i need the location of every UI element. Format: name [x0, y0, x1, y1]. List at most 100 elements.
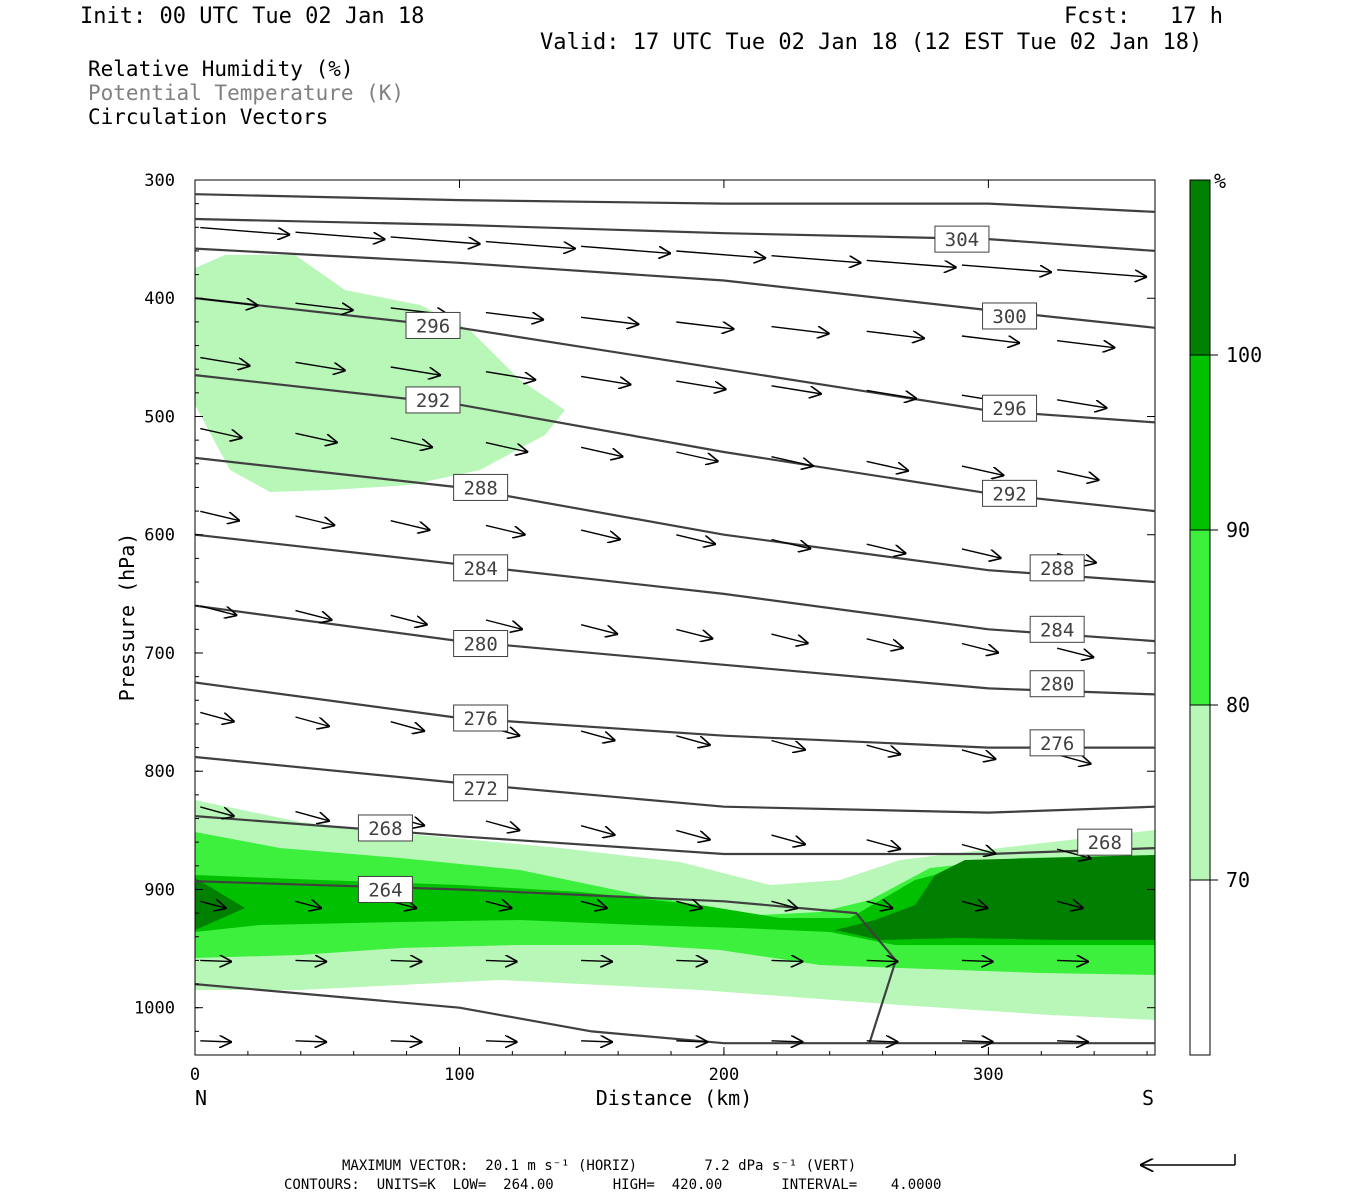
x-tick-label: 200: [709, 1065, 740, 1085]
vector-arrow: [580, 529, 621, 540]
vector-arrow: [580, 825, 615, 836]
vector-arrow: [390, 614, 428, 625]
y-tick-label: 500: [144, 407, 175, 427]
vector-arrow: [485, 441, 528, 453]
circulation-vectors: [200, 226, 1147, 1042]
vector-arrow: [1056, 470, 1099, 480]
colorbar: 100 90 80 70%: [1189, 169, 1262, 1056]
vector-arrow: [676, 628, 713, 638]
contour-labels: 304 300 296 296 292 292 288 288 284 284 280 280 276 2…: [357, 225, 1133, 903]
vector-arrow: [580, 446, 623, 457]
vector-arrow: [771, 834, 806, 845]
colorbar-unit: %: [1214, 169, 1226, 193]
vector-arrow: [1056, 647, 1094, 657]
vector-arrow: [1056, 399, 1107, 408]
y-tick-label: 1000: [134, 999, 175, 1019]
colorbar-segment: [1189, 704, 1211, 881]
vector-arrow: [866, 901, 894, 908]
isentrope-276: [195, 681, 1155, 749]
isentrope-280: [195, 604, 1155, 696]
vector-arrow: [676, 1041, 708, 1042]
contour-label-box: [1029, 554, 1085, 582]
rh-70-upper-region: [195, 255, 565, 492]
vector-arrow: [771, 325, 830, 334]
contour-label-box: [357, 814, 413, 842]
vector-arrow: [580, 375, 631, 384]
vector-arrow: [295, 901, 322, 908]
vector-arrow: [200, 1041, 232, 1042]
isentrope-272: [195, 755, 1155, 814]
vector-arrow: [295, 302, 354, 310]
vector-arrow: [1056, 901, 1084, 908]
vector-arrow: [390, 1041, 423, 1042]
y-tick-label: 900: [144, 880, 175, 900]
vector-arrow: [676, 451, 718, 462]
vector-arrow: [676, 534, 716, 545]
isentrope-304: [195, 193, 1155, 213]
y-tick-label: 400: [144, 289, 175, 309]
colorbar-label: 70: [1226, 868, 1250, 892]
vector-arrow: [676, 829, 710, 840]
contour-label-box: [405, 386, 461, 414]
vector-arrow: [295, 960, 328, 961]
legend-vectors: Circulation Vectors: [88, 105, 329, 129]
vector-arrow: [961, 465, 1004, 476]
x-axis-label: Distance (km): [596, 1086, 753, 1110]
contour-label: 288: [1040, 558, 1074, 580]
vector-arrow: [390, 437, 433, 447]
vector-arrow: [961, 960, 994, 961]
vector-arrow: [580, 624, 618, 635]
vector-arrow: [771, 385, 822, 394]
vector-arrow: [485, 311, 544, 320]
vector-arrow: [961, 548, 1002, 558]
vector-arrow: [485, 371, 536, 380]
forecast-hour: Fcst: 17 h: [1064, 4, 1223, 29]
vector-arrow: [581, 245, 671, 253]
vector-arrow: [866, 744, 901, 754]
vector-arrow: [771, 901, 799, 908]
contour-label: 280: [1040, 674, 1074, 696]
contour-label: 276: [463, 708, 497, 730]
vector-arrow: [580, 901, 608, 908]
vector-arrow: [676, 735, 710, 746]
vector-arrow: [866, 839, 901, 849]
vector-arrow: [581, 316, 639, 324]
vector-arrow: [390, 721, 425, 732]
contour-info: CONTOURS: UNITS=K LOW= 264.00 HIGH= 420.…: [284, 1177, 942, 1193]
vector-arrow: [771, 960, 804, 961]
contour-label: 268: [368, 818, 402, 840]
contour-label: 268: [1088, 832, 1122, 854]
y-tick-label: 700: [144, 644, 175, 664]
contour-label-box: [453, 473, 509, 501]
reference-vector: [1140, 1154, 1236, 1165]
contour-label-box: [453, 774, 509, 802]
vector-arrow: [200, 226, 290, 235]
contour-label: 296: [416, 315, 450, 337]
vector-arrow: [771, 633, 809, 643]
y-axis-label: Pressure (hPa): [115, 533, 139, 702]
vector-arrow: [676, 321, 734, 329]
vector-arrow: [961, 642, 999, 653]
rh-shading: [195, 255, 1155, 1020]
vector-arrow: [200, 711, 234, 721]
colorbar-label: 90: [1226, 518, 1250, 542]
vector-arrow: [580, 730, 615, 741]
vector-arrow: [485, 619, 523, 630]
y-tick-label: 300: [144, 171, 175, 191]
vector-arrow: [771, 739, 806, 751]
rh-100-region: [835, 855, 1155, 940]
contour-label-box: [453, 630, 509, 658]
vector-arrow: [200, 297, 258, 306]
vector-arrow: [581, 1041, 613, 1042]
vector-arrow: [961, 1041, 994, 1042]
vector-arrow: [771, 1041, 804, 1042]
south-label: S: [1142, 1086, 1154, 1110]
vector-arrow: [866, 460, 909, 471]
contour-label-box: [982, 394, 1038, 422]
vector-arrow: [771, 456, 814, 467]
vector-arrow: [676, 250, 766, 258]
vector-arrow: [485, 820, 520, 831]
vector-arrow: [390, 520, 431, 531]
vector-arrow: [961, 843, 996, 854]
isentrope-296: [195, 297, 1155, 424]
